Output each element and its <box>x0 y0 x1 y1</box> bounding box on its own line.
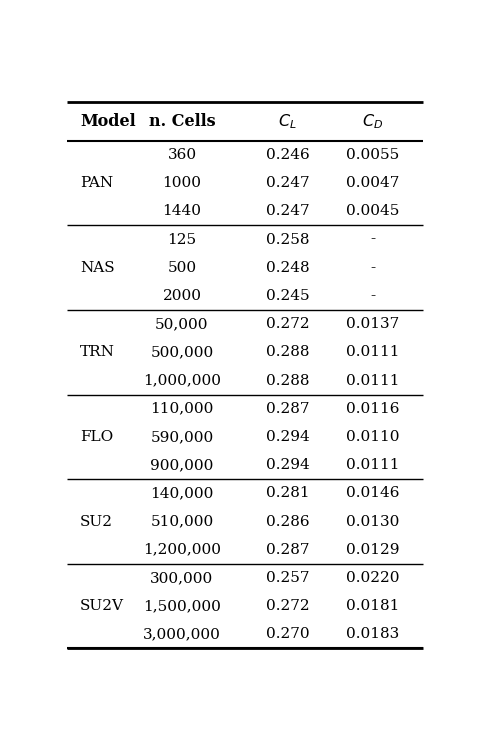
Text: 0.0047: 0.0047 <box>346 176 400 190</box>
Text: 1440: 1440 <box>163 204 202 218</box>
Text: 0.272: 0.272 <box>266 318 309 331</box>
Text: 140,000: 140,000 <box>150 487 214 501</box>
Text: Model: Model <box>80 113 136 130</box>
Text: 0.0111: 0.0111 <box>346 345 400 359</box>
Text: 0.286: 0.286 <box>266 514 309 528</box>
Text: 0.257: 0.257 <box>266 571 309 585</box>
Text: 110,000: 110,000 <box>150 402 214 416</box>
Text: 0.0130: 0.0130 <box>346 514 400 528</box>
Text: 0.281: 0.281 <box>266 487 309 501</box>
Text: 0.0116: 0.0116 <box>346 402 400 416</box>
Text: 0.245: 0.245 <box>266 289 309 303</box>
Text: 0.272: 0.272 <box>266 599 309 613</box>
Text: NAS: NAS <box>80 261 115 275</box>
Text: 0.0055: 0.0055 <box>346 148 400 162</box>
Text: $\mathit{C_D}$: $\mathit{C_D}$ <box>362 112 383 131</box>
Text: 510,000: 510,000 <box>151 514 214 528</box>
Text: 0.0129: 0.0129 <box>346 542 400 557</box>
Text: -: - <box>370 261 375 275</box>
Text: 360: 360 <box>167 148 196 162</box>
Text: 1000: 1000 <box>163 176 202 190</box>
Text: FLO: FLO <box>80 430 113 444</box>
Text: 1,200,000: 1,200,000 <box>143 542 221 557</box>
Text: 1,500,000: 1,500,000 <box>143 599 221 613</box>
Text: 0.270: 0.270 <box>266 628 309 642</box>
Text: 0.248: 0.248 <box>266 261 309 275</box>
Text: 0.0137: 0.0137 <box>346 318 400 331</box>
Text: 0.0110: 0.0110 <box>346 430 400 444</box>
Text: 0.288: 0.288 <box>266 373 309 387</box>
Text: 500: 500 <box>167 261 196 275</box>
Text: 300,000: 300,000 <box>151 571 214 585</box>
Text: 0.288: 0.288 <box>266 345 309 359</box>
Text: 0.0183: 0.0183 <box>346 628 400 642</box>
Text: 0.247: 0.247 <box>266 176 309 190</box>
Text: SU2V: SU2V <box>80 599 124 613</box>
Text: -: - <box>370 289 375 303</box>
Text: PAN: PAN <box>80 176 113 190</box>
Text: 50,000: 50,000 <box>155 318 209 331</box>
Text: n. Cells: n. Cells <box>149 113 215 130</box>
Text: 0.0045: 0.0045 <box>346 204 400 218</box>
Text: 0.258: 0.258 <box>266 232 309 246</box>
Text: 900,000: 900,000 <box>150 458 214 472</box>
Text: 1,000,000: 1,000,000 <box>143 373 221 387</box>
Text: 0.0181: 0.0181 <box>346 599 400 613</box>
Text: 125: 125 <box>167 232 196 246</box>
Text: SU2: SU2 <box>80 514 113 528</box>
Text: 0.247: 0.247 <box>266 204 309 218</box>
Text: TRN: TRN <box>80 345 115 359</box>
Text: 0.0146: 0.0146 <box>346 487 400 501</box>
Text: 3,000,000: 3,000,000 <box>143 628 221 642</box>
Text: 0.294: 0.294 <box>266 430 309 444</box>
Text: 590,000: 590,000 <box>151 430 214 444</box>
Text: 0.287: 0.287 <box>266 542 309 557</box>
Text: 0.246: 0.246 <box>266 148 309 162</box>
Text: 2000: 2000 <box>163 289 202 303</box>
Text: 0.0111: 0.0111 <box>346 373 400 387</box>
Text: 0.287: 0.287 <box>266 402 309 416</box>
Text: 0.0111: 0.0111 <box>346 458 400 472</box>
Text: 0.294: 0.294 <box>266 458 309 472</box>
Text: $\mathit{C_L}$: $\mathit{C_L}$ <box>278 112 297 131</box>
Text: 0.0220: 0.0220 <box>346 571 400 585</box>
Text: 500,000: 500,000 <box>151 345 214 359</box>
Text: -: - <box>370 232 375 246</box>
